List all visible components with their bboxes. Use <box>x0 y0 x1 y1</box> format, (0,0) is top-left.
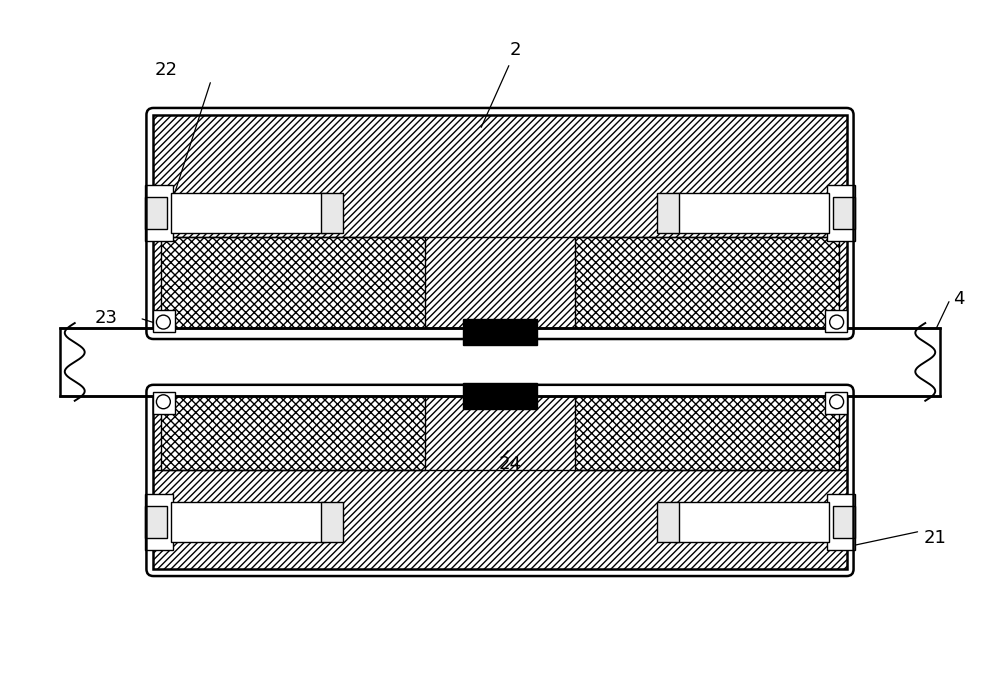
Bar <box>161 392 425 470</box>
Text: 2: 2 <box>509 41 521 60</box>
Bar <box>674 502 829 542</box>
Bar <box>827 495 855 551</box>
Bar <box>674 192 829 233</box>
Text: 4: 4 <box>953 290 965 308</box>
Bar <box>321 192 343 233</box>
Text: 22: 22 <box>155 61 178 79</box>
Bar <box>463 383 537 409</box>
Circle shape <box>830 315 844 329</box>
Bar <box>833 196 855 228</box>
Bar <box>60 328 940 396</box>
Bar <box>153 392 847 569</box>
Text: 21: 21 <box>923 529 946 547</box>
Bar <box>321 502 343 542</box>
Circle shape <box>156 395 170 409</box>
Bar <box>153 115 847 332</box>
Bar <box>463 319 537 345</box>
Circle shape <box>830 395 844 409</box>
Bar <box>827 185 855 241</box>
Bar <box>153 392 175 414</box>
Bar <box>145 196 167 228</box>
Bar <box>145 185 173 241</box>
Bar <box>171 502 326 542</box>
Bar <box>145 506 167 538</box>
Bar <box>825 392 847 414</box>
Bar <box>825 310 847 332</box>
Circle shape <box>156 315 170 329</box>
Bar <box>171 192 326 233</box>
Bar <box>657 192 679 233</box>
Bar <box>145 495 173 551</box>
Bar <box>161 237 425 332</box>
Bar <box>657 502 679 542</box>
Bar <box>833 506 855 538</box>
Bar <box>575 392 839 470</box>
Bar <box>575 237 839 332</box>
Bar <box>153 310 175 332</box>
Text: 23: 23 <box>95 309 118 327</box>
Text: 24: 24 <box>498 454 521 473</box>
